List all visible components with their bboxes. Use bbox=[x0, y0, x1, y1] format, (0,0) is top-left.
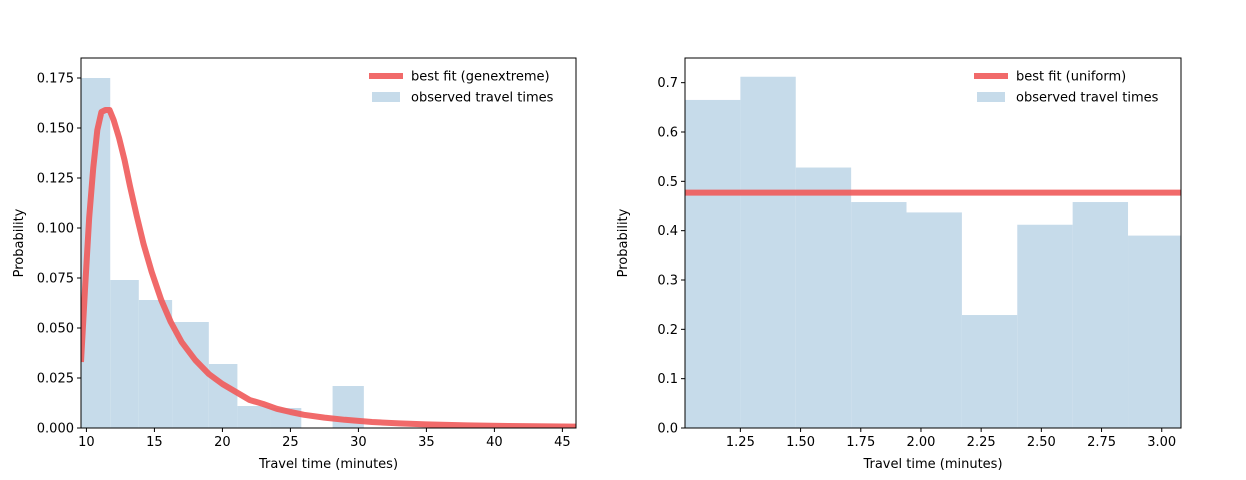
y-axis-label: Probability bbox=[12, 208, 27, 277]
y-tick-label: 0.125 bbox=[37, 172, 74, 187]
x-tick-label: 20 bbox=[214, 435, 231, 450]
chart-panel-1: 10 15 20 25 30 35 40 45 0.000 0.025 0.050 0.075 0.10… bbox=[12, 57, 577, 472]
axes-frame bbox=[684, 57, 1182, 429]
y-tick-label: 0.075 bbox=[37, 272, 74, 287]
x-tick-label: 1.25 bbox=[726, 435, 755, 450]
x-tick-label: 25 bbox=[282, 435, 299, 450]
histogram-bar bbox=[685, 99, 741, 428]
x-axis-label: Travel time (minutes) bbox=[258, 457, 398, 472]
histogram-bar bbox=[961, 315, 1018, 428]
legend-patch-swatch bbox=[977, 92, 1005, 102]
legend: best fit (genextreme) observed travel tim… bbox=[369, 70, 554, 106]
y-tick-label: 0.2 bbox=[657, 323, 678, 338]
x-tick-label: 2.00 bbox=[906, 435, 935, 450]
histogram-bar bbox=[1017, 224, 1073, 428]
legend-label: best fit (uniform) bbox=[1016, 70, 1126, 85]
y-tick-label: 0.175 bbox=[37, 72, 74, 87]
x-tick-label: 35 bbox=[418, 435, 435, 450]
x-tick-label: 2.75 bbox=[1087, 435, 1116, 450]
y-axis-label: Probability bbox=[616, 208, 631, 277]
x-axis-label: Travel time (minutes) bbox=[862, 457, 1002, 472]
y-tick-label: 0.1 bbox=[657, 372, 678, 387]
axes-frame bbox=[80, 57, 577, 429]
histogram-bar bbox=[1072, 202, 1129, 428]
legend-patch-swatch bbox=[372, 92, 400, 102]
histogram-bar bbox=[1128, 235, 1181, 428]
histogram-bar bbox=[906, 212, 962, 428]
x-tick-label: 45 bbox=[554, 435, 571, 450]
histogram-bar bbox=[795, 167, 852, 428]
legend-label: observed travel times bbox=[1016, 91, 1159, 106]
y-tick-label: 0.050 bbox=[37, 322, 74, 337]
y-tick-label: 0.025 bbox=[37, 372, 74, 387]
x-tick-label: 10 bbox=[78, 435, 95, 450]
y-tick-label: 0.4 bbox=[657, 224, 678, 239]
histogram-bar bbox=[138, 300, 173, 428]
y-tick-label: 0.6 bbox=[657, 126, 678, 141]
y-tick-label: 0.000 bbox=[37, 422, 74, 437]
histogram-bar bbox=[110, 280, 139, 428]
x-tick-label: 2.50 bbox=[1027, 435, 1056, 450]
y-tick-label: 0.150 bbox=[37, 122, 74, 137]
fit-line bbox=[81, 107, 576, 428]
chart-panel-2: 1.25 1.50 1.75 2.00 2.25 2.50 2.75 3.00 0.0 0.1 0.… bbox=[616, 57, 1182, 472]
y-tick-label: 0.0 bbox=[657, 422, 678, 437]
x-tick-label: 40 bbox=[486, 435, 503, 450]
x-tick-label: 15 bbox=[146, 435, 163, 450]
plot-area bbox=[685, 76, 1181, 428]
y-tick-label: 0.5 bbox=[657, 175, 678, 190]
histogram-bar bbox=[740, 76, 796, 428]
histogram-bar bbox=[237, 406, 271, 428]
x-tick-label: 30 bbox=[350, 435, 367, 450]
y-tick-label: 0.100 bbox=[37, 222, 74, 237]
y-tick-label: 0.3 bbox=[657, 274, 678, 289]
plot-area bbox=[81, 78, 576, 428]
legend-label: observed travel times bbox=[411, 91, 554, 106]
x-tick-label: 3.00 bbox=[1147, 435, 1176, 450]
x-tick-label: 1.50 bbox=[786, 435, 815, 450]
x-tick-label: 2.25 bbox=[967, 435, 996, 450]
x-tick-label: 1.75 bbox=[846, 435, 875, 450]
legend-label: best fit (genextreme) bbox=[411, 70, 550, 85]
histogram-bar bbox=[851, 202, 907, 428]
legend: best fit (uniform) observed travel times bbox=[974, 70, 1159, 106]
y-tick-label: 0.7 bbox=[657, 76, 678, 91]
